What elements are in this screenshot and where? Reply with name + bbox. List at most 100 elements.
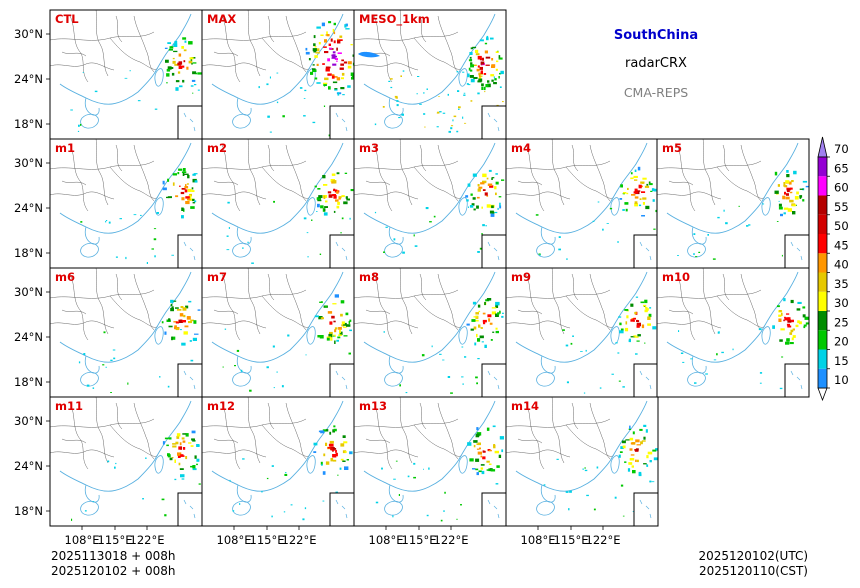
echo-cell xyxy=(474,342,477,346)
echo-cell xyxy=(633,317,636,320)
echo-cell xyxy=(476,382,478,385)
echo-cell xyxy=(331,173,336,176)
echo-cell xyxy=(189,193,192,197)
echo-cell xyxy=(102,364,105,366)
echo-cell xyxy=(191,190,195,192)
echo-cell xyxy=(164,47,168,49)
echo-cell xyxy=(453,115,457,118)
echo-cell xyxy=(471,319,476,322)
echo-cell xyxy=(312,64,315,66)
echo-cell xyxy=(535,214,539,216)
echo-cell xyxy=(467,84,471,86)
echo-cell xyxy=(185,456,188,460)
echo-cell xyxy=(181,171,187,173)
echo-cell xyxy=(491,307,497,309)
echo-cell xyxy=(792,335,796,338)
colorbar-tick-label: 10 xyxy=(834,373,849,387)
echo-cell xyxy=(485,225,487,227)
lon-tick-label: 115°E xyxy=(554,533,589,547)
echo-cell xyxy=(344,451,347,453)
province-border xyxy=(285,402,307,460)
panel-m1: m1 xyxy=(49,138,203,269)
echo-cell xyxy=(164,514,167,517)
echo-cell xyxy=(350,44,353,46)
echo-cell xyxy=(792,211,796,215)
echo-cell xyxy=(352,54,354,57)
echo-cell xyxy=(333,195,337,199)
echo-cell xyxy=(789,342,794,345)
echo-cell xyxy=(326,31,328,35)
province-border xyxy=(109,424,159,457)
echo-cell xyxy=(489,210,494,214)
echo-cell xyxy=(417,76,420,77)
echo-cell xyxy=(477,251,480,253)
colorbar-tick-label: 60 xyxy=(834,181,849,195)
echo-cell xyxy=(762,203,765,205)
panel-label: MAX xyxy=(207,12,236,26)
echo-cell xyxy=(499,202,501,207)
echo-cell xyxy=(178,168,183,171)
taiwan-island xyxy=(458,197,468,216)
echo-cell xyxy=(184,186,189,189)
echo-cell xyxy=(489,322,493,325)
echo-cell xyxy=(171,72,175,76)
province-border xyxy=(413,166,463,199)
echo-cell xyxy=(318,316,323,320)
echo-cell xyxy=(323,82,328,85)
echo-cell xyxy=(172,443,177,445)
province-border xyxy=(740,273,762,331)
echo-cell xyxy=(785,180,790,184)
echo-cell xyxy=(498,454,502,458)
hainan-island xyxy=(80,371,99,387)
province-border xyxy=(115,15,123,43)
province-border xyxy=(202,62,267,71)
echo-cell xyxy=(328,43,331,46)
province-border xyxy=(213,51,239,57)
province-border xyxy=(437,273,459,331)
echo-cell xyxy=(171,306,174,309)
echo-cell xyxy=(173,43,178,47)
echo-cell xyxy=(802,306,806,309)
lon-tick-label: 122°E xyxy=(130,533,165,547)
province-border xyxy=(565,295,615,328)
echo-cell xyxy=(332,459,337,462)
echo-cell xyxy=(787,325,792,328)
colorbar-segment xyxy=(818,349,827,369)
province-border xyxy=(69,144,89,212)
echo-cell xyxy=(630,454,635,456)
echo-cell xyxy=(470,328,474,331)
echo-cell xyxy=(500,70,504,75)
echo-cell xyxy=(774,190,779,194)
panel-m11: m11 xyxy=(49,396,203,527)
echo-cell xyxy=(423,113,426,115)
echo-cell xyxy=(484,344,487,348)
echo-cell xyxy=(173,321,178,323)
taiwan-island xyxy=(154,68,164,87)
inset-islands xyxy=(487,370,500,390)
echo-cell xyxy=(164,331,167,335)
echo-cell xyxy=(597,201,600,203)
echo-cell xyxy=(652,199,655,202)
panel-background xyxy=(50,10,202,139)
taiwan-island xyxy=(154,326,164,345)
echo-cell xyxy=(780,213,783,217)
echo-cell xyxy=(332,28,335,33)
province-border xyxy=(267,15,275,43)
echo-cell xyxy=(477,92,480,95)
echo-cell xyxy=(171,254,174,256)
echo-cell xyxy=(648,313,652,318)
coastline xyxy=(59,400,192,492)
echo-cell xyxy=(346,324,351,327)
echo-cell xyxy=(483,73,487,75)
echo-cell xyxy=(332,447,335,449)
echo-cell xyxy=(317,203,320,208)
echo-cell xyxy=(606,223,609,224)
echo-cell xyxy=(475,312,479,315)
echo-cell xyxy=(468,206,469,208)
echo-cell xyxy=(795,324,799,328)
echo-cell xyxy=(482,450,485,453)
scs-inset xyxy=(633,492,659,527)
echo-cell xyxy=(174,325,177,328)
echo-cell xyxy=(324,51,329,54)
echo-cell xyxy=(469,56,472,59)
